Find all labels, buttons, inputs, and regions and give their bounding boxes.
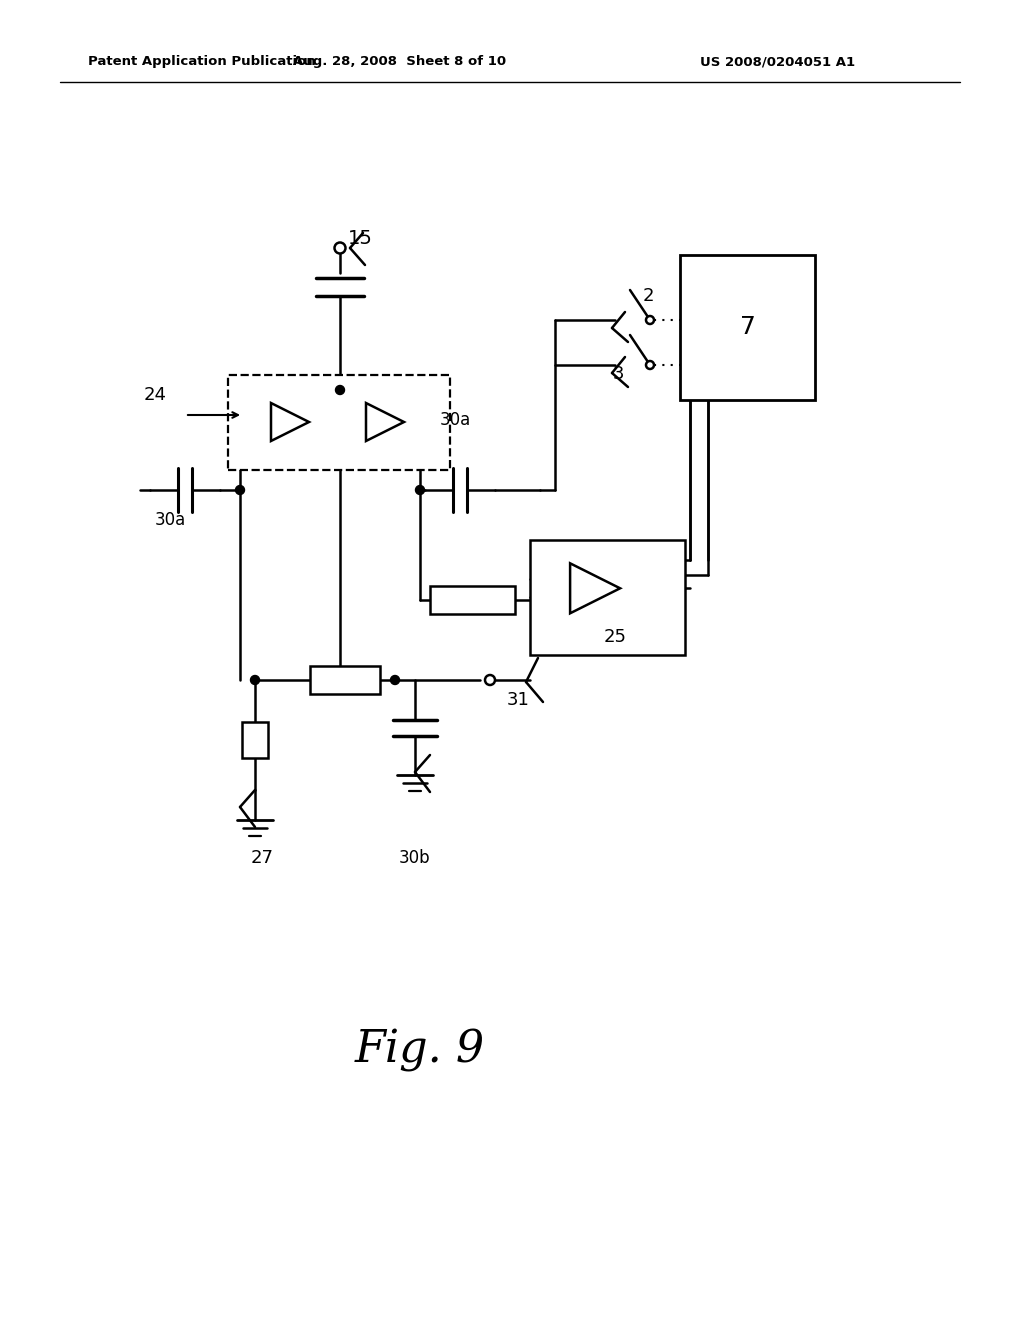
- Circle shape: [336, 385, 344, 395]
- Text: 31: 31: [507, 690, 529, 709]
- Bar: [530, 540, 685, 655]
- Text: -: -: [578, 591, 583, 603]
- Polygon shape: [271, 403, 309, 441]
- Text: Patent Application Publication: Patent Application Publication: [88, 55, 315, 69]
- Bar: [680, 255, 815, 400]
- Bar: [430, 586, 515, 614]
- Text: 3: 3: [612, 366, 624, 383]
- Text: 30b: 30b: [399, 849, 431, 867]
- Text: Aug. 28, 2008  Sheet 8 of 10: Aug. 28, 2008 Sheet 8 of 10: [294, 55, 507, 69]
- Text: US 2008/0204051 A1: US 2008/0204051 A1: [700, 55, 855, 69]
- Text: 30a: 30a: [155, 511, 185, 529]
- Text: 25: 25: [604, 628, 627, 645]
- Circle shape: [251, 676, 259, 685]
- Text: 2: 2: [642, 286, 653, 305]
- Text: 7: 7: [739, 315, 756, 339]
- Circle shape: [646, 360, 654, 370]
- Text: 15: 15: [347, 228, 373, 248]
- Text: 24: 24: [143, 385, 167, 404]
- Text: 27: 27: [251, 849, 273, 867]
- Polygon shape: [570, 564, 621, 614]
- Circle shape: [390, 676, 399, 685]
- Text: Fig. 9: Fig. 9: [355, 1028, 485, 1072]
- Circle shape: [416, 486, 425, 495]
- Bar: [242, 722, 268, 758]
- Text: 30a: 30a: [439, 411, 471, 429]
- Circle shape: [236, 486, 245, 495]
- Circle shape: [646, 315, 654, 323]
- Bar: [310, 667, 380, 694]
- Circle shape: [335, 243, 345, 253]
- Polygon shape: [366, 403, 404, 441]
- Text: +: +: [574, 573, 586, 586]
- Circle shape: [485, 675, 495, 685]
- Bar: [228, 375, 450, 470]
